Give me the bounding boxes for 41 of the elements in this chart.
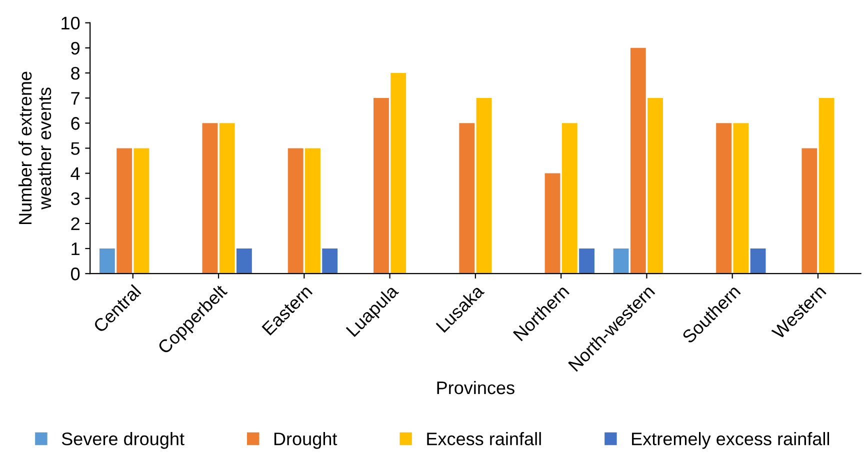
x-axis-title: Provinces xyxy=(437,380,514,394)
bar xyxy=(390,72,406,274)
legend-label: Extremely excess rainfall xyxy=(632,432,830,449)
bar xyxy=(374,98,389,274)
y-tick-label: 3 xyxy=(70,192,80,206)
bar xyxy=(236,248,252,274)
bar xyxy=(648,98,663,274)
bar xyxy=(630,48,646,274)
legend-label: Excess rainfall xyxy=(427,432,541,446)
bar xyxy=(219,123,235,274)
bar xyxy=(202,123,218,274)
bar xyxy=(716,123,732,274)
bar xyxy=(322,248,338,274)
y-tick-label: 0 xyxy=(71,268,80,280)
legend-label: Severe drought xyxy=(62,432,184,449)
bar xyxy=(733,123,749,274)
y-tick-label: 10 xyxy=(62,16,80,30)
y-tick-label: 2 xyxy=(71,217,80,230)
bar xyxy=(476,98,492,274)
bar xyxy=(288,148,304,274)
y-tick-label: 8 xyxy=(71,66,80,80)
bar xyxy=(544,173,560,274)
y-tick-label: 5 xyxy=(71,142,80,155)
bar xyxy=(562,123,578,274)
bar xyxy=(459,123,475,274)
y-tick-label: 6 xyxy=(71,117,80,130)
bar xyxy=(802,148,818,274)
y-axis-title: Number of extreme weather events xyxy=(18,72,52,224)
bar xyxy=(116,148,132,274)
bar xyxy=(579,248,594,274)
bar xyxy=(134,148,150,274)
y-tick-label: 1 xyxy=(72,242,80,256)
y-tick-label: 9 xyxy=(71,42,80,55)
legend-label: Drought xyxy=(274,432,338,449)
bar xyxy=(613,248,629,274)
y-tick-label: 4 xyxy=(70,167,80,180)
bar xyxy=(99,248,115,274)
bar xyxy=(305,148,320,274)
bar xyxy=(750,248,766,274)
y-tick-label: 7 xyxy=(71,92,80,105)
bar xyxy=(818,98,834,274)
